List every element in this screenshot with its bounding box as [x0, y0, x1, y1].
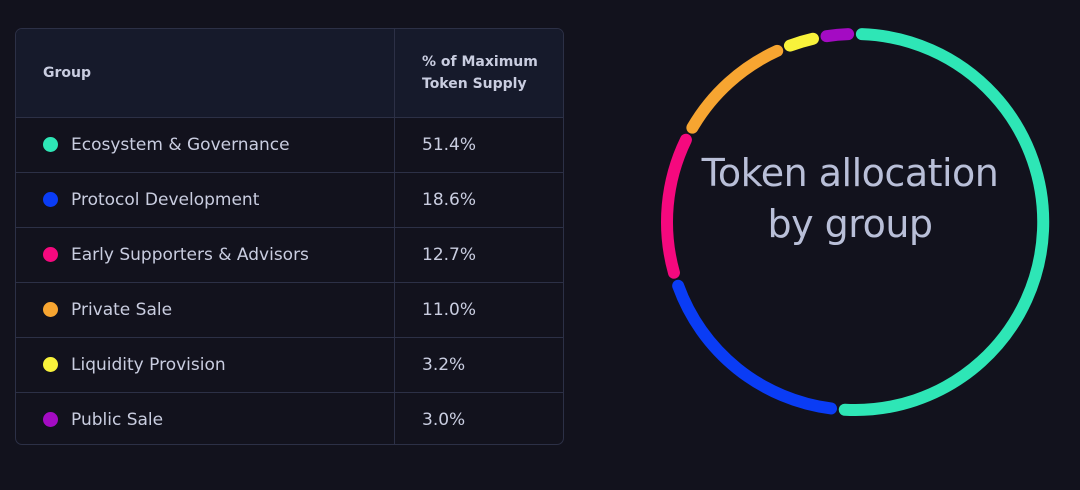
legend-dot-icon: [43, 357, 58, 372]
group-label: Public Sale: [71, 409, 164, 430]
table-row: Ecosystem & Governance 51.4%: [16, 117, 563, 173]
group-label: Ecosystem & Governance: [71, 134, 290, 155]
group-cell: Protocol Development: [16, 172, 395, 228]
column-header-supply-line1: % of Maximum: [422, 53, 538, 70]
table-row: Public Sale 3.0%: [16, 392, 563, 444]
percent-cell: 12.7%: [394, 227, 563, 283]
group-cell: Private Sale: [16, 282, 395, 338]
column-header-group: Group: [16, 29, 395, 118]
allocation-table: Group % of Maximum Token Supply Ecosyste…: [15, 28, 564, 445]
column-header-supply: % of Maximum Token Supply: [394, 29, 563, 118]
group-cell: Early Supporters & Advisors: [16, 227, 395, 283]
legend-dot-icon: [43, 192, 58, 207]
group-label: Liquidity Provision: [71, 354, 226, 375]
donut-segment-ecosystem-governance: [838, 28, 1050, 417]
percent-cell: 3.2%: [394, 337, 563, 393]
donut-segment-private-sale: [686, 44, 784, 134]
legend-dot-icon: [43, 137, 58, 152]
percent-cell: 3.0%: [422, 409, 466, 430]
donut-segment-protocol-development: [672, 279, 838, 415]
group-label: Private Sale: [71, 299, 173, 320]
percent-cell: 51.4%: [394, 117, 563, 173]
donut-segment-public-sale: [820, 28, 855, 43]
percent-cell: 11.0%: [394, 282, 563, 338]
group-cell: Public Sale: [16, 392, 395, 444]
group-cell: Liquidity Provision: [16, 337, 395, 393]
donut-segment-liquidity-provision: [783, 32, 819, 52]
donut-segment-early-supporters-advisors: [661, 133, 692, 279]
legend-dot-icon: [43, 302, 58, 317]
table-row: Early Supporters & Advisors 12.7%: [16, 227, 563, 283]
legend-dot-icon: [43, 412, 58, 428]
table-row: Private Sale 11.0%: [16, 282, 563, 338]
table-header-row: Group % of Maximum Token Supply: [16, 29, 563, 118]
group-cell: Ecosystem & Governance: [16, 117, 395, 173]
group-label: Protocol Development: [71, 189, 260, 210]
legend-dot-icon: [43, 247, 58, 262]
group-label: Early Supporters & Advisors: [71, 244, 309, 265]
chart-title: Token allocation by group: [701, 151, 999, 246]
allocation-table-grid: Group % of Maximum Token Supply Ecosyste…: [16, 29, 563, 444]
table-row: Liquidity Provision 3.2%: [16, 337, 563, 393]
table-row: Protocol Development 18.6%: [16, 172, 563, 228]
column-header-supply-line2: Token Supply: [422, 75, 527, 92]
allocation-donut-chart: [661, 28, 1050, 417]
percent-cell: 18.6%: [394, 172, 563, 228]
